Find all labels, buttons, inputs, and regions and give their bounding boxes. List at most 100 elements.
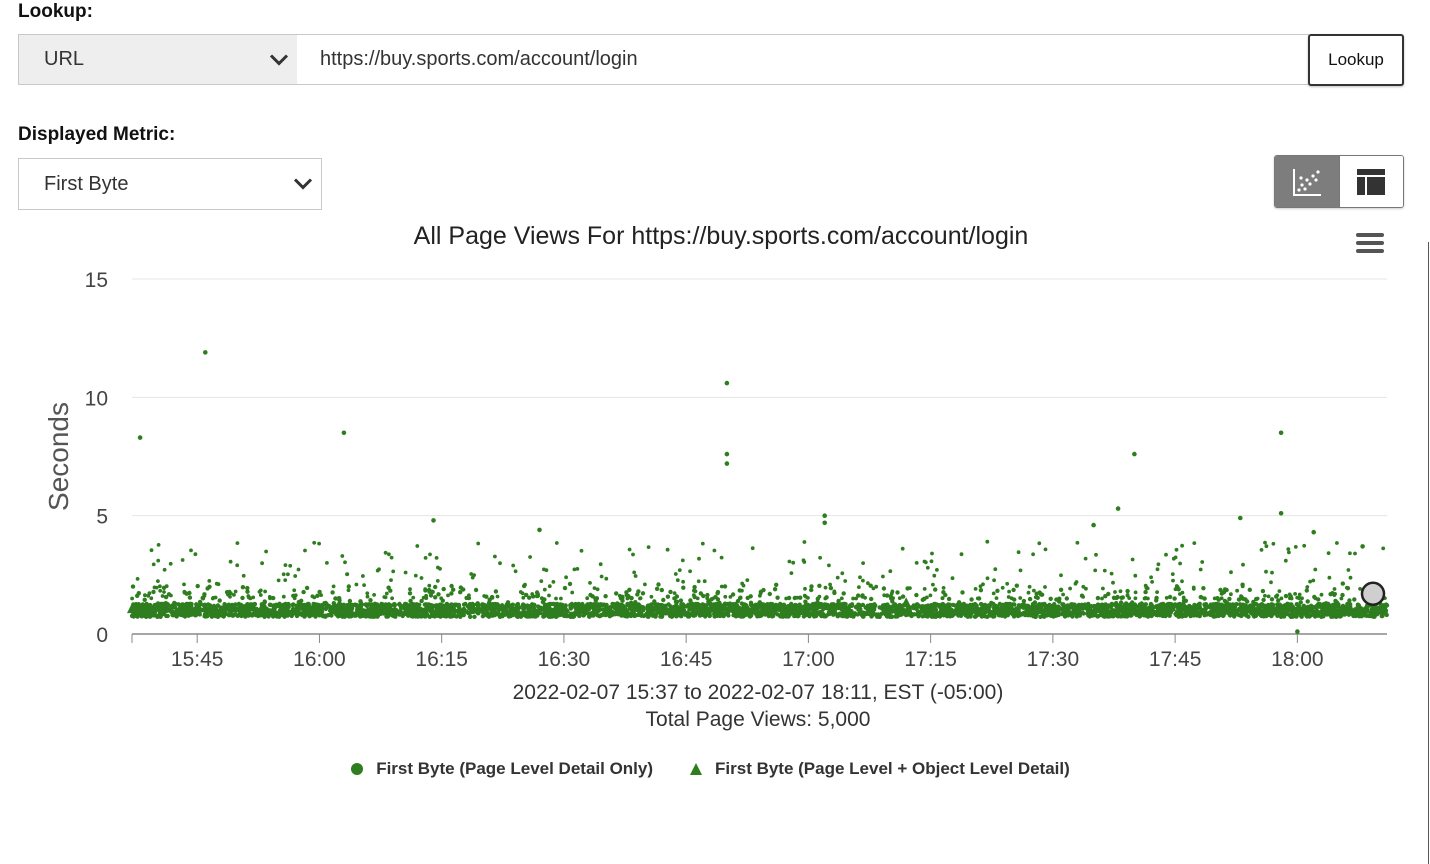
data-point — [1042, 614, 1047, 619]
data-point — [678, 598, 684, 603]
data-point — [368, 598, 373, 603]
data-point — [1234, 602, 1239, 607]
data-point — [271, 595, 276, 601]
data-point — [315, 593, 320, 598]
data-point — [163, 594, 169, 600]
data-point — [1334, 600, 1340, 605]
data-point — [347, 598, 353, 604]
data-point — [1170, 572, 1175, 576]
data-point — [1021, 598, 1027, 604]
data-point — [950, 576, 955, 581]
data-point — [1311, 578, 1316, 583]
data-point — [895, 610, 901, 616]
lookup-button[interactable]: Lookup — [1308, 34, 1404, 86]
data-point — [932, 573, 937, 578]
data-point — [1251, 599, 1256, 605]
data-point — [824, 595, 829, 600]
data-point — [978, 588, 984, 593]
data-point — [1198, 567, 1203, 572]
data-point — [292, 588, 297, 593]
data-point — [131, 612, 136, 618]
data-point — [579, 548, 584, 553]
data-point — [206, 602, 211, 607]
data-point — [717, 613, 723, 619]
data-point — [1242, 612, 1247, 617]
lookup-type-value: URL — [44, 48, 85, 70]
data-point — [673, 572, 678, 576]
data-point — [721, 603, 726, 608]
data-point — [1332, 593, 1337, 597]
data-point — [572, 567, 577, 572]
data-point — [802, 593, 807, 598]
data-point — [1188, 612, 1193, 618]
data-point — [277, 601, 282, 606]
data-point — [240, 585, 246, 590]
data-point — [368, 611, 374, 616]
data-point — [357, 608, 363, 614]
data-point — [147, 604, 153, 609]
legend-item-object-level[interactable]: First Byte (Page Level + Object Level De… — [689, 759, 1070, 779]
data-point — [296, 567, 301, 572]
data-point — [547, 614, 552, 619]
data-point — [956, 609, 961, 614]
data-point — [1221, 613, 1226, 618]
data-point — [1315, 613, 1321, 618]
data-point — [1302, 605, 1307, 610]
data-point — [995, 588, 1000, 593]
data-point — [1134, 612, 1140, 617]
data-point — [335, 596, 340, 601]
data-point — [189, 548, 193, 553]
data-point — [757, 600, 762, 605]
data-point — [508, 612, 513, 617]
y-axis-label: Seconds — [43, 402, 74, 511]
data-point — [982, 614, 987, 619]
data-point — [469, 572, 474, 576]
data-point — [1032, 600, 1038, 605]
data-point — [1212, 604, 1218, 609]
data-point — [665, 611, 670, 616]
data-point — [749, 613, 754, 618]
data-point — [772, 587, 778, 592]
data-point — [375, 568, 380, 573]
data-point — [1266, 594, 1271, 599]
data-point — [1219, 602, 1224, 607]
data-point — [787, 559, 792, 564]
data-point — [626, 611, 632, 616]
scatter-view-button[interactable] — [1275, 156, 1340, 207]
data-point — [868, 607, 874, 613]
data-point — [961, 601, 967, 607]
data-point — [978, 601, 984, 607]
metric-select[interactable]: First Byte — [18, 158, 322, 210]
data-point — [589, 604, 595, 609]
data-point — [139, 614, 144, 619]
data-point — [969, 597, 974, 602]
table-view-button[interactable] — [1339, 156, 1403, 207]
data-point — [160, 594, 165, 598]
data-point — [828, 585, 834, 591]
data-point — [1037, 541, 1042, 546]
data-point — [1294, 614, 1299, 619]
data-point — [524, 592, 529, 598]
url-input[interactable]: https://buy.sports.com/account/login — [297, 34, 1309, 85]
data-point — [930, 551, 934, 556]
data-point — [217, 598, 222, 603]
data-point — [264, 607, 269, 612]
data-point — [469, 609, 474, 614]
data-point — [1283, 593, 1289, 599]
data-point — [166, 603, 171, 608]
data-point — [226, 613, 232, 618]
data-point — [381, 605, 386, 611]
data-point — [135, 593, 140, 598]
legend-item-page-level[interactable]: First Byte (Page Level Detail Only) — [350, 759, 653, 779]
data-point — [382, 595, 387, 599]
data-point — [272, 605, 277, 611]
data-point — [468, 614, 473, 619]
data-point — [752, 610, 757, 615]
data-point — [754, 606, 759, 611]
view-toggle — [1274, 155, 1404, 208]
panel-border — [1428, 242, 1429, 864]
data-point — [822, 513, 827, 518]
chart-menu-icon[interactable] — [1356, 233, 1384, 253]
data-point — [875, 614, 880, 619]
data-point — [300, 611, 306, 617]
